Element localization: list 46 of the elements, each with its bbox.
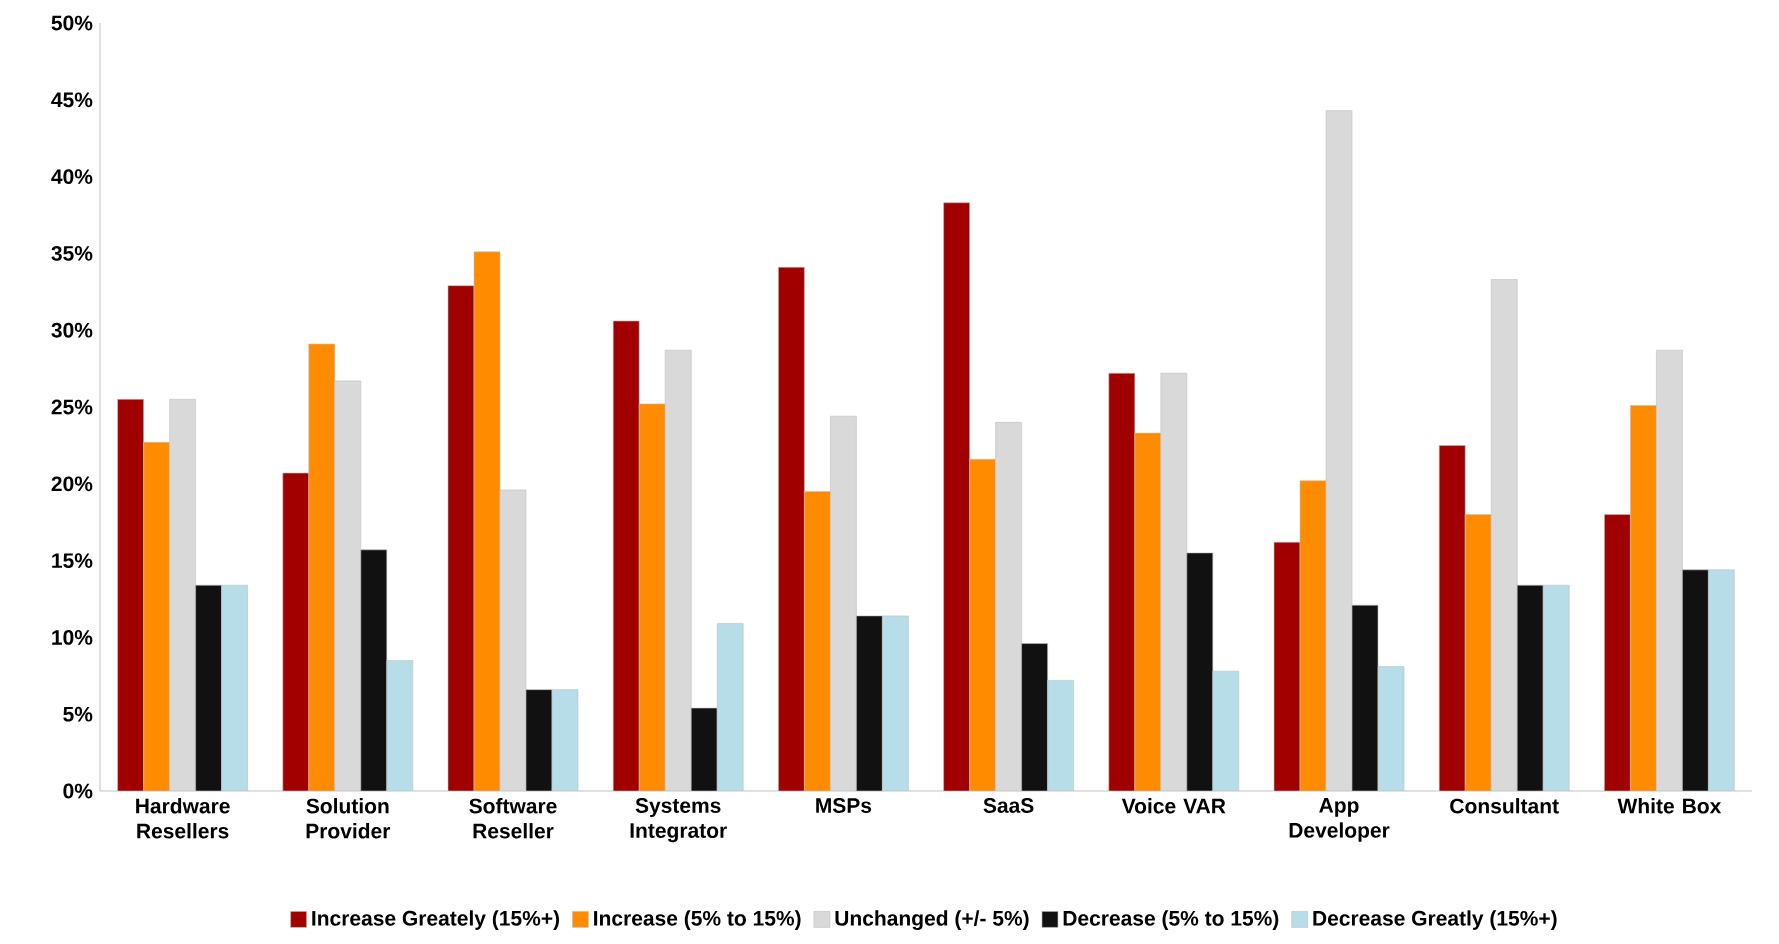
bar: [716, 623, 744, 791]
bar: [221, 584, 248, 791]
x-tick-label: App Developer: [1289, 798, 1390, 842]
x-tick-label: SaaS: [983, 798, 1034, 813]
x-tick-label: Voice VAR: [1121, 798, 1226, 814]
x-tick-label: MSPs: [816, 798, 872, 813]
y-tick-label: 40%: [51, 169, 93, 185]
legend-label: Increase Greately (15%+): [312, 910, 560, 930]
x-tick-label: Solution Provider: [306, 798, 391, 839]
bar: [334, 380, 362, 791]
x-tick-label: Software Reseller: [469, 798, 557, 839]
legend-label: Decrease Greatly (15%+): [1313, 910, 1557, 930]
y-tick-label: 35%: [51, 245, 93, 261]
y-tick-label: 45%: [51, 92, 93, 108]
x-tick-label: Consultant: [1450, 798, 1559, 814]
bar: [1160, 372, 1188, 791]
bar: [1377, 666, 1405, 791]
bar: [1708, 569, 1735, 791]
y-tick-label: 50%: [51, 15, 93, 31]
y-tick-label: 5%: [63, 706, 93, 722]
bar: [830, 415, 857, 791]
bar: [1325, 110, 1353, 791]
bar: [499, 489, 527, 791]
bar: [1212, 670, 1240, 791]
bar: [386, 660, 414, 791]
bar: [664, 349, 692, 791]
bar: [1542, 584, 1570, 791]
legend-label: Increase (5% to 15%): [594, 910, 801, 930]
x-tick-label: Hardware Resellers: [136, 798, 230, 839]
y-tick-label: 30%: [51, 322, 93, 338]
y-tick-label: 25%: [51, 399, 93, 415]
y-tick-label: 0%: [63, 783, 93, 799]
y-tick-label: 10%: [52, 629, 93, 645]
bar: [551, 689, 579, 791]
legend-label: Decrease (5% to 15%): [1063, 910, 1279, 930]
y-tick-label: 15%: [52, 553, 93, 569]
bar: [882, 615, 909, 791]
bar: [169, 399, 196, 791]
x-tick-label: Systems Integrator: [630, 798, 727, 843]
bar: [1047, 680, 1074, 791]
x-tick-label: White Box: [1617, 798, 1722, 814]
bar: [1656, 349, 1683, 791]
legend-label: Unchanged (+/- 5%): [835, 910, 1029, 930]
bar: [995, 422, 1022, 791]
bar: [1490, 279, 1518, 791]
y-tick-label: 20%: [51, 476, 93, 492]
